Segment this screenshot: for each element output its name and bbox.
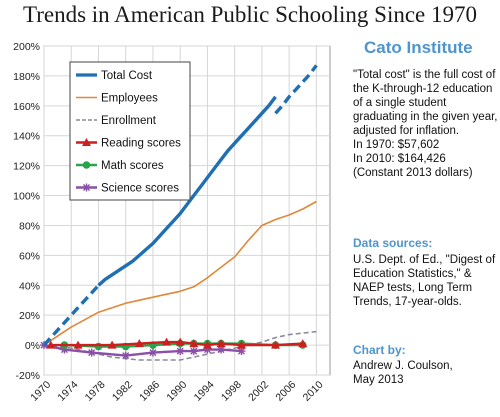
y-tick-label: 200% [13, 41, 40, 53]
trends-chart: 200% 180% 160% 140% 120% 100% 80% 60% 40% 20% 0% -2… [13, 41, 331, 404]
x-tick-label: 2002 [246, 379, 271, 404]
series-line-total-cost [97, 95, 277, 287]
series-line-employees [43, 200, 317, 346]
data-point-reading-scores [162, 337, 172, 346]
y-tick-label: 120% [13, 161, 40, 173]
y-tick-label: 140% [13, 131, 40, 143]
legend-label-total-cost: Total Cost [101, 70, 153, 82]
x-tick-label: 1970 [28, 379, 53, 404]
x-tick-label: 2006 [273, 379, 298, 404]
data-point-reading-scores [175, 337, 185, 346]
x-tick-label: 1998 [219, 379, 244, 404]
legend-label-enrollment: Enrollment [101, 115, 157, 127]
data-point-science-scores [176, 347, 185, 356]
x-tick-label: 1978 [83, 379, 108, 404]
series-line-reading-scores [50, 340, 303, 347]
data-point-reading-scores [202, 340, 212, 349]
data-point-reading-scores [73, 340, 83, 349]
legend-marker-math-scores [82, 161, 91, 169]
legend-label-math-scores: Math scores [101, 160, 164, 172]
cost-definition: "Total cost" is the full cost of the K-t… [353, 69, 498, 137]
y-tick-label: 80% [19, 220, 40, 232]
data-point-science-scores [121, 351, 130, 360]
y-tick-label: 60% [19, 250, 40, 262]
data-point-reading-scores [46, 340, 56, 349]
legend [69, 61, 191, 201]
x-tick-label: 1974 [55, 379, 80, 404]
y-tick-label: 180% [13, 71, 40, 83]
organization-name: Cato Institute [364, 38, 473, 57]
y-tick-label: -20% [15, 370, 40, 382]
legend-marker-science-scores [82, 183, 91, 192]
series-line-total-cost-dashed-end [274, 64, 318, 115]
data-point-science-scores [148, 348, 157, 357]
legend-label-science-scores: Science scores [101, 183, 179, 195]
legend-label-reading-scores: Reading scores [101, 138, 181, 150]
cost-2010: In 2010: $164,426 [353, 153, 446, 165]
chart-by-name: Andrew J. Coulson, [353, 360, 453, 372]
x-tick-label: 2010 [301, 379, 326, 404]
data-sources-text: U.S. Dept. of Ed., "Digest of Education … [353, 254, 496, 308]
y-tick-label: 100% [13, 191, 40, 203]
cost-definition-block: "Total cost" is the full cost of the K-t… [353, 68, 499, 180]
legend-label-employees: Employees [101, 93, 158, 105]
x-tick-label: 1990 [164, 379, 189, 404]
data-point-reading-scores [216, 339, 226, 348]
data-sources-block: Data sources: U.S. Dept. of Ed., "Digest… [353, 236, 499, 309]
data-point-reading-scores [189, 339, 199, 348]
data-point-reading-scores [134, 339, 144, 348]
x-tick-label: 1994 [192, 379, 217, 404]
series-line-science-scores [43, 343, 242, 357]
x-tick-label: 1982 [110, 379, 135, 404]
data-point-reading-scores [298, 339, 308, 348]
constant-dollars-note: (Constant 2013 dollars) [353, 167, 473, 179]
chart-by-heading: Chart by: [353, 343, 406, 357]
series-line-enrollment [43, 330, 317, 361]
data-point-science-scores [87, 348, 96, 357]
x-tick-label: 1986 [137, 379, 162, 404]
data-point-reading-scores [271, 340, 281, 349]
y-tick-label: 0% [25, 340, 40, 352]
y-tick-label: 160% [13, 101, 40, 113]
chart-title: Trends in American Public Schooling Sinc… [22, 2, 477, 27]
data-sources-heading: Data sources: [353, 236, 433, 250]
data-point-science-scores [217, 345, 226, 354]
data-point-reading-scores [236, 340, 246, 349]
y-tick-label: 20% [19, 310, 40, 322]
cost-1970: In 1970: $57,602 [353, 139, 440, 151]
chart-by-block: Chart by: Andrew J. Coulson, May 2013 [353, 343, 499, 387]
y-tick-label: 40% [19, 280, 40, 292]
legend-marker-reading-scores [82, 138, 91, 146]
chart-by-date: May 2013 [353, 374, 404, 386]
data-point-reading-scores [107, 340, 117, 349]
data-point-science-scores [189, 347, 198, 356]
